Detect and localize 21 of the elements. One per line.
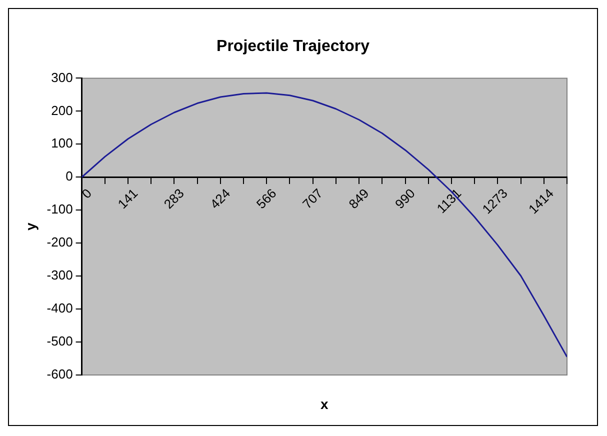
x-axis-title: x bbox=[320, 396, 329, 412]
chart-title: Projectile Trajectory bbox=[216, 38, 370, 56]
y-tick-label: -200 bbox=[46, 234, 73, 250]
y-tick-label: 0 bbox=[66, 168, 73, 184]
x-tick-label: 424 bbox=[207, 186, 234, 212]
y-tick-label: -400 bbox=[46, 300, 73, 316]
x-tick-label: 990 bbox=[392, 186, 418, 212]
y-tick-label: -300 bbox=[46, 268, 73, 283]
x-tick-label: 283 bbox=[160, 186, 187, 212]
x-tick-label: 141 bbox=[114, 186, 141, 212]
x-tick-label: 566 bbox=[253, 186, 280, 212]
x-tick-label: 707 bbox=[300, 186, 326, 212]
y-tick-label: 300 bbox=[51, 70, 73, 85]
y-tick-label: -500 bbox=[46, 334, 73, 349]
y-tick-label: -600 bbox=[46, 366, 73, 382]
y-tick-label: 200 bbox=[51, 102, 73, 118]
y-axis-title: y bbox=[22, 222, 38, 230]
x-tick-label: 0 bbox=[78, 186, 94, 202]
y-tick-label: -100 bbox=[46, 202, 73, 217]
x-tick-label: 849 bbox=[346, 186, 372, 212]
y-tick-label: 100 bbox=[51, 136, 73, 151]
